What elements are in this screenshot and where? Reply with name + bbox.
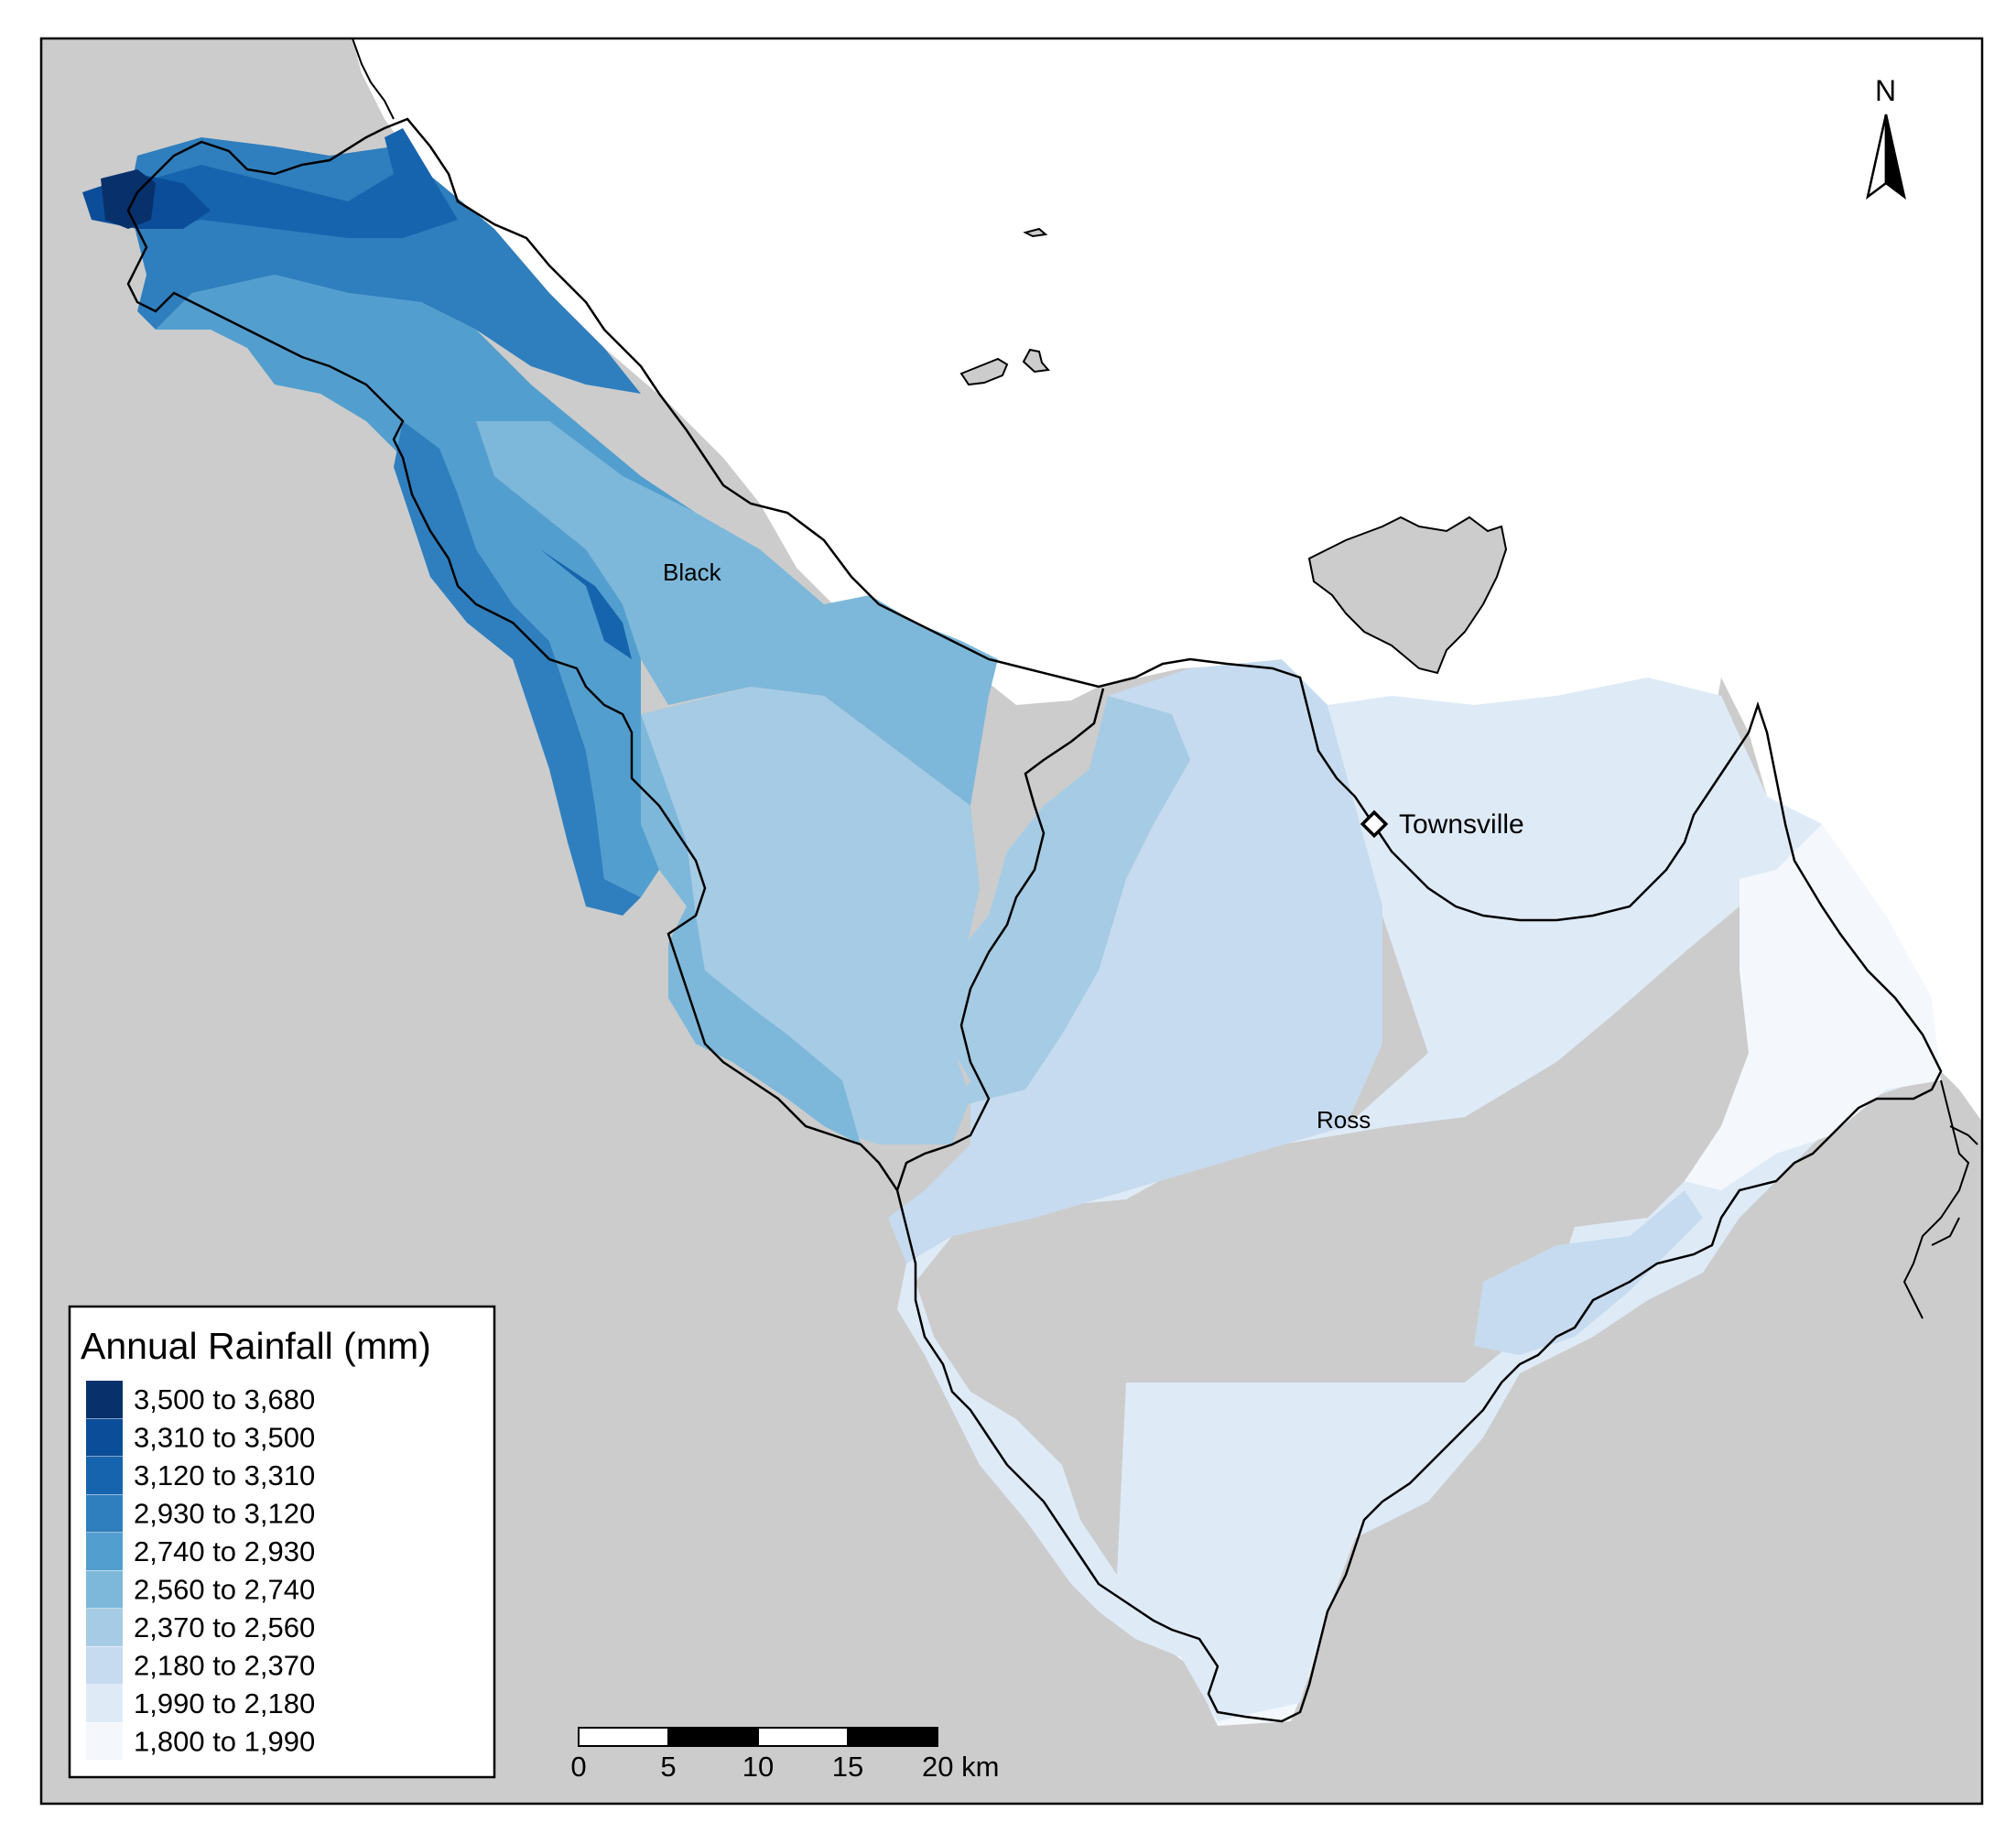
legend-label: 2,930 to 3,120 <box>134 1498 315 1530</box>
island-small-3 <box>1023 227 1048 238</box>
legend-swatch <box>86 1381 123 1418</box>
catchment-boundary-outer <box>126 117 1943 1723</box>
legend-label: 1,800 to 1,990 <box>134 1726 315 1758</box>
scale-tick-0: 0 <box>570 1751 586 1783</box>
zone-2560-2740 <box>476 421 998 806</box>
catchment-divider <box>895 688 1105 1191</box>
legend-swatch <box>86 1457 123 1494</box>
legend-label: 1,990 to 2,180 <box>134 1687 315 1719</box>
island-small-2 <box>1022 348 1050 374</box>
scale-tick-15: 15 <box>832 1751 863 1783</box>
legend-label: 2,180 to 2,370 <box>134 1650 315 1682</box>
label-black: Black <box>663 559 722 586</box>
zone-2180-2370-ross-s <box>1474 1190 1703 1355</box>
north-label: N <box>1875 74 1896 107</box>
legend-swatch <box>86 1722 123 1761</box>
townsville-marker <box>1360 809 1389 839</box>
zone-2930-3120-south <box>394 421 641 916</box>
coastline-nw <box>352 38 395 120</box>
legend-swatch <box>86 1570 123 1609</box>
zone-2180-2370 <box>888 659 1382 1264</box>
legend-items: 3,500 to 3,680 3,310 to 3,500 3,120 to 3,3… <box>86 1381 315 1761</box>
legend-swatch <box>86 1609 123 1646</box>
scale-tick-10: 10 <box>742 1751 774 1783</box>
legend-swatch <box>86 1646 123 1685</box>
zone-2560-2740-sw <box>641 714 861 1144</box>
island-small-1 <box>959 357 1009 386</box>
legend-title: Annual Rainfall (mm) <box>81 1325 431 1367</box>
scale-bar: 0 5 10 15 20 km <box>570 1727 999 1783</box>
island-magnetic <box>1307 515 1508 675</box>
zone-3500-3680 <box>101 169 156 229</box>
legend-swatch <box>86 1685 123 1722</box>
zone-1990-2180-east <box>1382 678 1822 1062</box>
zone-3120-3310 <box>137 128 458 238</box>
legend-swatch <box>86 1533 123 1570</box>
coastline-se <box>1902 1079 1978 1319</box>
label-ross: Ross <box>1317 1106 1371 1133</box>
legend-box <box>68 1305 496 1779</box>
scale-tick-5: 5 <box>660 1751 676 1783</box>
legend-label: 2,740 to 2,930 <box>134 1535 315 1567</box>
zone-1800-1990-east <box>1685 824 1941 1190</box>
legend-label: 3,120 to 3,310 <box>134 1459 315 1491</box>
north-arrow: N <box>1866 74 1906 201</box>
rainfall-zones <box>82 128 1941 1726</box>
legend: Annual Rainfall (mm) 3,500 to 3,680 3,310… <box>68 1305 496 1779</box>
legend-label: 3,500 to 3,680 <box>134 1383 315 1415</box>
legend-label: 2,370 to 2,560 <box>134 1611 315 1643</box>
legend-label: 2,560 to 2,740 <box>134 1574 315 1606</box>
legend-label: 3,310 to 3,500 <box>134 1422 315 1454</box>
zone-2370-2560-ross <box>943 696 1190 1108</box>
scale-tick-20: 20 km <box>922 1751 999 1783</box>
legend-swatch <box>86 1418 123 1457</box>
zone-3120-3310-south <box>540 549 632 659</box>
label-townsville: Townsville <box>1399 809 1524 840</box>
map-frame <box>39 37 1984 1806</box>
legend-swatch <box>86 1494 123 1533</box>
